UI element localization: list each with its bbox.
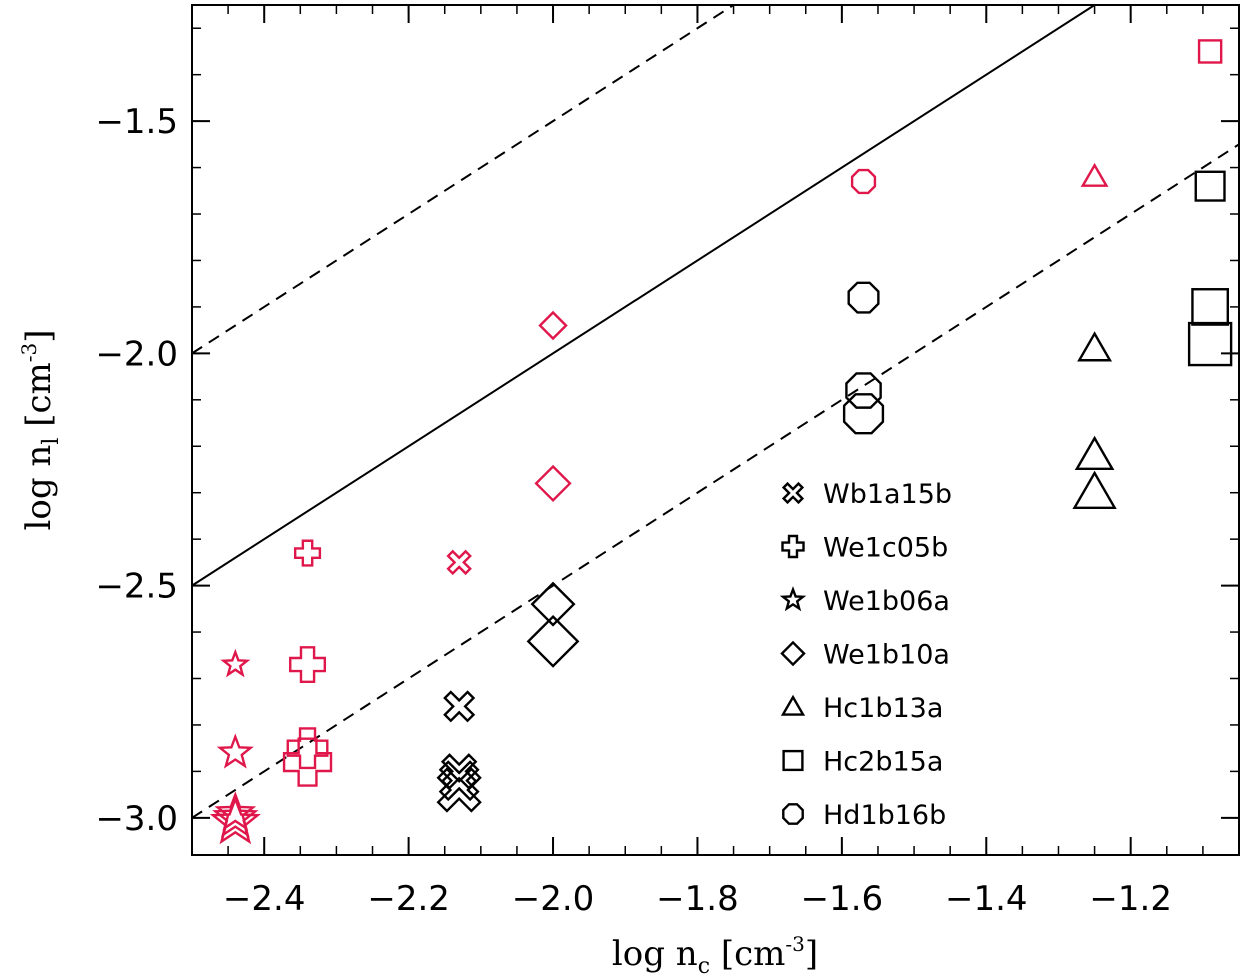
legend-label: Hc1b13a — [823, 693, 943, 724]
y-tick-label: −2.0 — [95, 334, 178, 374]
x-tick-label: −2.4 — [223, 879, 306, 919]
y-axis-title-unit: [cm — [19, 362, 59, 437]
legend-marker — [781, 481, 805, 505]
legend-item: Wb1a15b — [781, 479, 952, 510]
data-point — [534, 464, 572, 503]
series-We1b10a — [526, 310, 580, 668]
legend-marker — [780, 694, 806, 716]
dashed-reference-line — [192, 143, 1239, 819]
data-point — [438, 760, 480, 802]
y-tick-label: −3.0 — [95, 799, 178, 839]
y-axis-title-main: log n — [19, 445, 59, 531]
data-point — [286, 727, 329, 770]
data-point — [538, 310, 568, 341]
plot-frame — [191, 4, 1240, 856]
data-point — [1191, 288, 1229, 326]
data-point — [209, 795, 261, 845]
data-point — [1080, 162, 1109, 187]
data-markers — [209, 39, 1233, 845]
y-tick-label: −1.5 — [95, 102, 178, 142]
data-point — [1072, 470, 1117, 509]
series-Hc1b13a — [1072, 162, 1117, 509]
data-point — [1197, 39, 1223, 64]
x-tick-label: −1.6 — [801, 879, 884, 919]
legend-label: We1c05b — [823, 533, 948, 564]
axis-tick-labels: −2.4 −2.2 −2.0 −1.8 −1.6 −1.4 −1.2 −3.0 −2.5 −2.0… — [95, 102, 1172, 919]
data-point — [845, 372, 882, 409]
legend-label: Hd1b16b — [823, 800, 946, 831]
legend-label: We1b10a — [823, 640, 950, 671]
legend-item: We1b06a — [779, 586, 950, 617]
x-tick-label: −1.4 — [945, 879, 1028, 919]
y-tick-label: −2.5 — [95, 567, 178, 607]
data-point — [443, 690, 476, 723]
data-point — [1194, 170, 1226, 202]
y-axis-title-sup: -3 — [17, 343, 41, 362]
y-axis-title-close: ] — [19, 330, 59, 343]
data-point — [530, 581, 576, 627]
data-point — [850, 168, 877, 195]
legend-label: Hc2b15a — [823, 747, 943, 778]
data-point — [436, 767, 482, 813]
y-axis-title: log nl [cm-3] — [17, 330, 64, 531]
x-axis-title-main: log n — [612, 934, 698, 974]
data-point — [293, 539, 322, 567]
data-point — [289, 646, 327, 684]
data-point — [446, 549, 472, 576]
x-axis-title-unit: [cm — [710, 934, 785, 974]
series-Wb1a15b — [436, 549, 482, 813]
legend-marker — [779, 586, 807, 612]
legend-marker — [781, 534, 805, 559]
legend-marker — [780, 640, 806, 667]
legend: Wb1a15b We1c05b We1b06a We1b10a Hc1b13a Hc2b1… — [779, 479, 952, 831]
legend-item: We1c05b — [781, 533, 948, 564]
x-axis-title-sup: -3 — [785, 932, 804, 956]
legend-item: Hc2b15a — [782, 747, 943, 778]
data-point — [1077, 331, 1113, 362]
series-We1b06a — [209, 648, 261, 845]
data-point — [220, 648, 251, 678]
series-Hd1b16b — [842, 168, 885, 435]
y-axis-title-sub: l — [39, 438, 64, 445]
data-point — [847, 281, 880, 314]
data-point — [1187, 321, 1233, 367]
series-Hc2b15a — [1187, 39, 1233, 367]
data-point — [1074, 435, 1115, 471]
data-point — [212, 793, 259, 838]
x-tick-label: −1.2 — [1089, 879, 1172, 919]
data-point — [216, 733, 254, 769]
data-point — [214, 791, 257, 831]
reference-lines — [192, 5, 1239, 819]
dashed-reference-line — [192, 5, 736, 355]
data-point — [842, 393, 885, 435]
data-point — [526, 614, 580, 668]
data-point — [282, 737, 333, 787]
legend-item: We1b10a — [780, 640, 950, 671]
x-tick-label: −2.0 — [512, 879, 595, 919]
one-to-one-line — [192, 5, 1096, 587]
legend-marker — [782, 749, 804, 772]
x-axis-title-sub: c — [698, 954, 710, 979]
x-axis-title: log nc [cm-3] — [612, 932, 818, 979]
series-We1c05b — [282, 539, 333, 787]
legend-item: Hd1b16b — [782, 800, 946, 831]
x-tick-label: −1.8 — [656, 879, 739, 919]
legend-marker — [782, 803, 804, 825]
axis-ticks — [191, 5, 1240, 855]
legend-label: Wb1a15b — [823, 479, 952, 510]
x-tick-label: −2.2 — [367, 879, 450, 919]
legend-label: We1b06a — [823, 586, 950, 617]
legend-item: Hc1b13a — [780, 693, 943, 724]
x-axis-title-close: ] — [805, 934, 818, 974]
